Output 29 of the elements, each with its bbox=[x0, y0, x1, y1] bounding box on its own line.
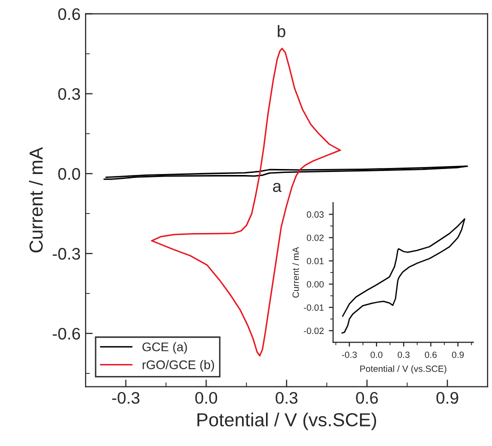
y-tick-label: 0.0 bbox=[58, 168, 80, 180]
y-tick-label: -0.02 bbox=[304, 328, 324, 334]
x-tick-label: 0.9 bbox=[436, 392, 458, 404]
y-tick-label: -0.01 bbox=[304, 304, 324, 311]
y-tick-label: 0.02 bbox=[306, 234, 324, 241]
x-tick-label: -0.3 bbox=[342, 352, 357, 358]
legend-label: rGO/GCE (b) bbox=[142, 360, 214, 372]
x-tick-label: 0.3 bbox=[276, 392, 298, 404]
annotation: a bbox=[273, 182, 282, 192]
annotation: b bbox=[278, 25, 286, 38]
y-axis-title: Current / mA bbox=[28, 147, 43, 252]
y-tick-label: 0.03 bbox=[306, 211, 324, 218]
x-tick-label: 0.6 bbox=[424, 352, 437, 358]
y-tick-label: 0.01 bbox=[306, 258, 324, 264]
x-tick-label: 0.0 bbox=[195, 392, 218, 404]
x-axis-title: Potential / V (vs.SCE) bbox=[360, 365, 446, 374]
y-tick-label: -0.3 bbox=[52, 248, 80, 260]
y-tick-label: 0.3 bbox=[58, 88, 80, 100]
x-tick-label: 0.0 bbox=[370, 352, 382, 358]
x-tick-label: -0.3 bbox=[112, 392, 140, 404]
y-axis-title: Current / mA bbox=[292, 246, 299, 298]
y-tick-label: 0.6 bbox=[58, 8, 80, 20]
x-tick-label: 0.3 bbox=[398, 352, 410, 358]
x-axis-title: Potential / V (vs.SCE) bbox=[197, 412, 376, 430]
legend-label: GCE (a) bbox=[142, 342, 187, 354]
y-tick-label: -0.6 bbox=[52, 328, 80, 340]
y-tick-label: 0.00 bbox=[306, 281, 324, 288]
x-tick-label: 0.9 bbox=[452, 352, 464, 358]
x-tick-label: 0.6 bbox=[356, 392, 378, 404]
